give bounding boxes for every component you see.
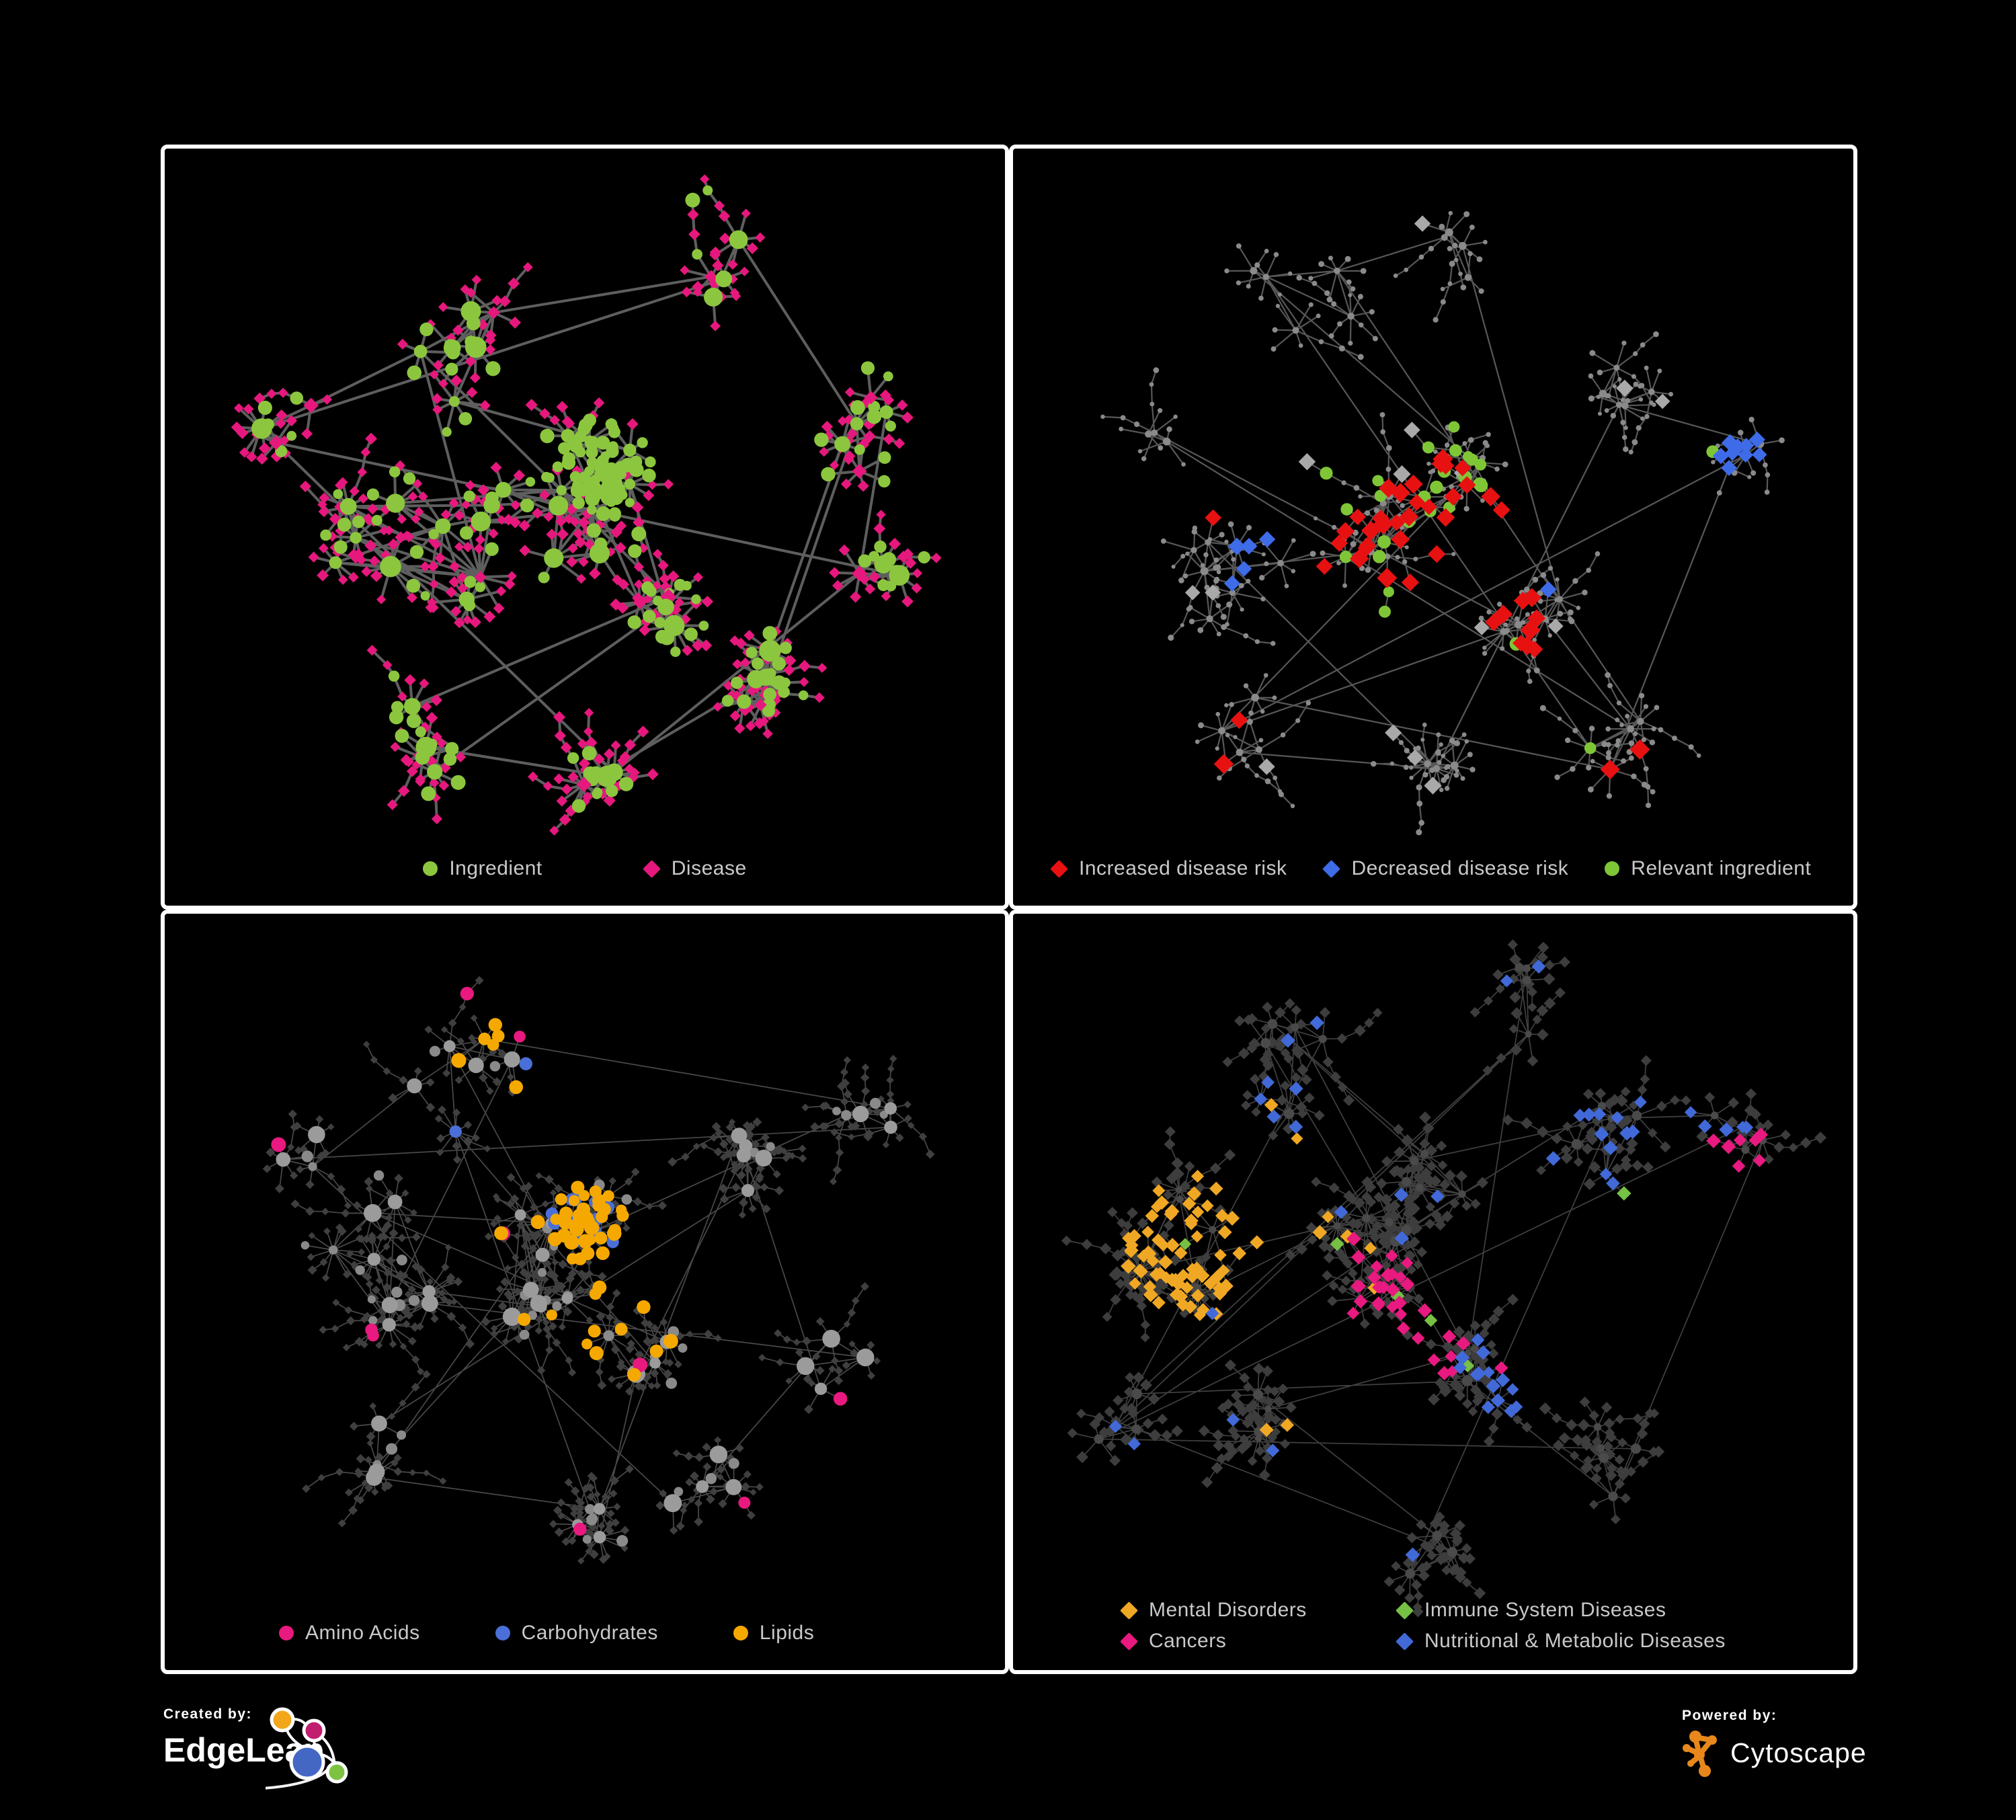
legend-item-carbohydrates: Carbohydrates [495, 1622, 658, 1645]
panel-disease-risk: Increased disease risk Decreased disease… [1009, 145, 1857, 910]
panel-disease-categories: Mental Disorders Immune System Diseases … [1009, 910, 1857, 1674]
cytoscape-logo-icon [1683, 1731, 1717, 1777]
legend-item-decreased-risk: Decreased disease risk [1322, 857, 1569, 880]
legend-item-increased-risk: Increased disease risk [1050, 857, 1287, 880]
legend-label: Amino Acids [305, 1622, 420, 1644]
powered-by-block: Powered by: Cytoscape [1682, 1708, 1884, 1788]
legend-item-disease: Disease [642, 857, 747, 880]
legend-item-amino-acids: Amino Acids [279, 1622, 420, 1645]
increased-risk-diamond-marker [1050, 859, 1068, 878]
legend-label: Cancers [1149, 1630, 1227, 1652]
legend-label: Relevant ingredient [1631, 857, 1812, 879]
powered-by-label: Powered by: [1682, 1708, 1777, 1723]
lipids-circle-marker [733, 1626, 748, 1640]
legend-item-immune-system-diseases: Immune System Diseases [1396, 1599, 1726, 1622]
ingredient-circle-marker [423, 861, 438, 876]
cancers-diamond-marker [1120, 1632, 1138, 1651]
disease-diamond-marker [642, 859, 661, 878]
legend-item-cancers: Cancers [1120, 1630, 1396, 1653]
legend-label: Decreased disease risk [1351, 857, 1569, 879]
legend-disease-categories: Mental Disorders Immune System Diseases … [1120, 1599, 1726, 1653]
amino-acids-circle-marker [279, 1626, 294, 1640]
legend-item-ingredient: Ingredient [423, 857, 542, 880]
legend-label: Nutritional & Metabolic Diseases [1424, 1630, 1726, 1652]
legend-label: Mental Disorders [1149, 1599, 1307, 1621]
created-by-label: Created by: [163, 1706, 253, 1722]
legend-label: Ingredient [449, 857, 542, 879]
immune-system-diseases-diamond-marker [1396, 1601, 1414, 1620]
disease-categories-network-graph [1061, 939, 1827, 1618]
legend-ingredient-disease: Ingredient Disease [165, 857, 1005, 880]
legend-label: Disease [671, 857, 747, 879]
ingredient-disease-network-graph [231, 174, 942, 836]
panel-metabolite-classes: Amino Acids Carbohydrates Lipids [161, 910, 1009, 1674]
legend-label: Lipids [759, 1622, 815, 1644]
mental-disorders-diamond-marker [1120, 1601, 1138, 1620]
created-by-block: Created by: EdgeLeap [163, 1706, 385, 1807]
disease-risk-network-graph [1100, 210, 1785, 836]
nutritional-metabolic-diseases-diamond-marker [1396, 1632, 1414, 1651]
legend-metabolite-classes: Amino Acids Carbohydrates Lipids [165, 1622, 1005, 1645]
legend-item-lipids: Lipids [733, 1622, 814, 1645]
edgeleap-logo-icon [266, 1707, 348, 1790]
legend-label: Increased disease risk [1079, 857, 1287, 879]
legend-disease-risk: Increased disease risk Decreased disease… [1013, 857, 1853, 880]
legend-label: Carbohydrates [521, 1622, 658, 1644]
legend-item-mental-disorders: Mental Disorders [1120, 1599, 1396, 1622]
relevant-ingredient-circle-marker [1605, 861, 1620, 876]
cytoscape-brand-name: Cytoscape [1730, 1737, 1867, 1768]
legend-item-relevant-ingredient: Relevant ingredient [1605, 857, 1811, 880]
legend-label: Immune System Diseases [1424, 1599, 1666, 1621]
panel-ingredient-disease: Ingredient Disease [161, 145, 1009, 910]
metabolite-network-graph [262, 976, 935, 1565]
carbohydrates-circle-marker [495, 1626, 510, 1640]
legend-item-nutritional-metabolic-diseases: Nutritional & Metabolic Diseases [1396, 1630, 1726, 1653]
decreased-risk-diamond-marker [1322, 859, 1341, 878]
